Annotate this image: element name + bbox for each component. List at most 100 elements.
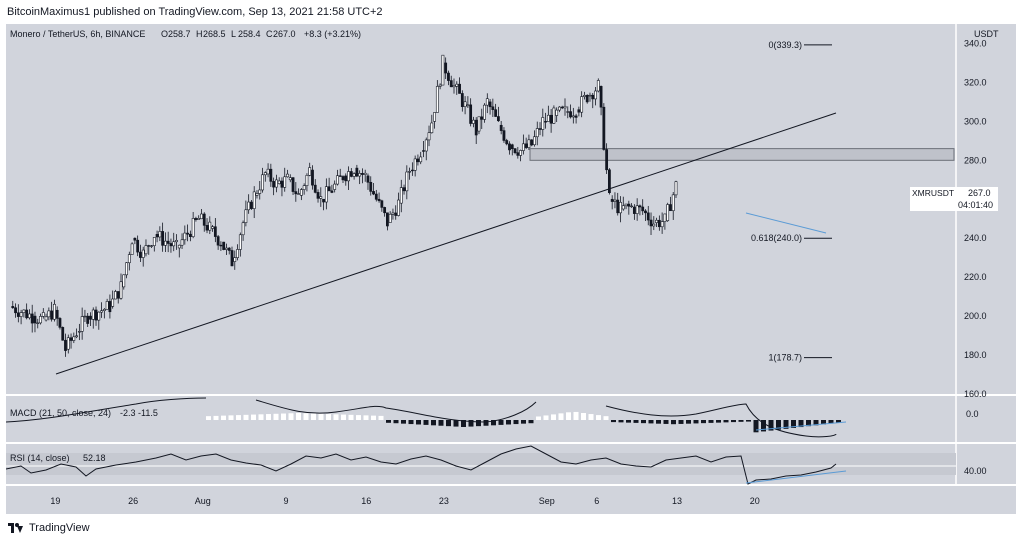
candle-body bbox=[399, 187, 403, 204]
candle-body bbox=[194, 218, 198, 220]
candle-body bbox=[127, 254, 131, 264]
candle-body bbox=[255, 193, 259, 196]
candle-body bbox=[11, 306, 15, 309]
macd-histogram-bar bbox=[318, 413, 324, 420]
macd-histogram-bar bbox=[348, 414, 354, 420]
candle-body bbox=[527, 139, 531, 148]
price-chart[interactable]: Monero / TetherUS, 6h, BINANCE O 258.7 H… bbox=[5, 24, 1016, 514]
candle-body bbox=[22, 309, 26, 313]
candle-body bbox=[36, 322, 40, 324]
macd-histogram-bar bbox=[461, 420, 466, 427]
candle-body bbox=[344, 175, 348, 182]
candle-body bbox=[519, 150, 523, 156]
candle-body bbox=[549, 114, 553, 124]
macd-histogram-bar bbox=[731, 420, 736, 423]
candle-body bbox=[635, 205, 639, 214]
macd-histogram-bar bbox=[663, 420, 669, 424]
macd-histogram-bar bbox=[821, 420, 826, 425]
rsi-band bbox=[6, 453, 956, 475]
axis-unit-label: USDT bbox=[974, 29, 999, 39]
x-tick-label: 26 bbox=[128, 496, 138, 506]
candle-body bbox=[297, 193, 301, 195]
macd-histogram-bar bbox=[656, 420, 661, 424]
macd-histogram-bar bbox=[431, 420, 436, 426]
candle-body bbox=[508, 143, 511, 151]
fib-level-label: 0(339.3) bbox=[768, 40, 802, 50]
price-label: XMRUSDT 267.0 04:01:40 bbox=[910, 187, 998, 211]
macd-histogram-bar bbox=[311, 413, 316, 420]
candle-body bbox=[105, 301, 109, 310]
candle-body bbox=[55, 309, 59, 319]
candle-body bbox=[577, 109, 581, 113]
macd-histogram-bar bbox=[521, 420, 526, 424]
legend-c-value: 267.0 bbox=[273, 29, 296, 39]
candle-body bbox=[544, 121, 547, 123]
candle-body bbox=[574, 115, 578, 118]
fib-level-label: 1(178.7) bbox=[768, 353, 802, 363]
candle-body bbox=[141, 249, 145, 258]
macd-histogram-bar bbox=[536, 416, 541, 420]
x-tick-label: 19 bbox=[50, 496, 60, 506]
macd-histogram-bar bbox=[288, 413, 294, 420]
candle-body bbox=[524, 143, 528, 148]
candle-body bbox=[41, 312, 45, 317]
candle-body bbox=[277, 180, 281, 184]
macd-histogram bbox=[206, 411, 841, 433]
chart-frame[interactable]: Monero / TetherUS, 6h, BINANCE O 258.7 H… bbox=[5, 24, 1016, 514]
macd-histogram-bar bbox=[393, 420, 399, 424]
x-tick-label: 13 bbox=[672, 496, 682, 506]
macd-histogram-bar bbox=[791, 420, 796, 428]
macd-histogram-bar bbox=[228, 415, 234, 420]
y-tick-label: 340.0 bbox=[964, 38, 987, 48]
candle-body bbox=[422, 150, 425, 152]
candle-body bbox=[222, 241, 226, 250]
macd-histogram-bar bbox=[671, 420, 676, 425]
publish-line: BitcoinMaximus1 published on TradingView… bbox=[7, 6, 383, 18]
candle-body bbox=[496, 116, 500, 122]
candle-body bbox=[488, 101, 492, 108]
candle-body bbox=[108, 301, 112, 313]
macd-histogram-bar bbox=[401, 420, 406, 424]
candle-body bbox=[380, 200, 384, 208]
candle-body bbox=[505, 140, 509, 145]
candle-body bbox=[569, 111, 572, 118]
candle-body bbox=[236, 249, 239, 258]
candle-body bbox=[280, 180, 284, 188]
candle-body bbox=[75, 335, 79, 338]
candle-body bbox=[671, 194, 675, 212]
candle-body bbox=[366, 175, 370, 183]
candle-body bbox=[180, 239, 184, 246]
macd-histogram-bar bbox=[573, 411, 579, 420]
candle-body bbox=[238, 234, 242, 250]
macd-histogram-bar bbox=[491, 420, 496, 426]
candle-body bbox=[530, 139, 534, 146]
candle-body bbox=[580, 96, 584, 113]
candle-body bbox=[89, 315, 92, 320]
candle-body bbox=[485, 98, 489, 106]
macd-histogram-bar bbox=[596, 415, 601, 420]
candle-body bbox=[261, 174, 264, 191]
candle-body bbox=[599, 86, 603, 108]
macd-histogram-bar bbox=[506, 420, 511, 425]
candle-body bbox=[474, 119, 478, 136]
candle-body bbox=[655, 219, 658, 223]
candle-body bbox=[269, 168, 273, 182]
macd-histogram-bar bbox=[836, 420, 841, 423]
candle-body bbox=[533, 136, 536, 146]
candle-body bbox=[100, 310, 103, 313]
fib-levels: 0(339.3) 0.618(240.0) 1(178.7) bbox=[751, 40, 832, 363]
candle-body bbox=[463, 101, 467, 107]
candle-body bbox=[213, 226, 217, 237]
macd-histogram-bar bbox=[776, 420, 781, 430]
candle-body bbox=[413, 158, 417, 171]
candle-body bbox=[164, 240, 167, 246]
macd-histogram-bar bbox=[543, 415, 549, 420]
candle-body bbox=[416, 158, 420, 163]
macd-tick: 0.0 bbox=[966, 409, 979, 419]
candle-body bbox=[513, 148, 517, 153]
candle-body bbox=[405, 171, 409, 192]
candle-body bbox=[652, 223, 656, 227]
macd-histogram-bar bbox=[693, 420, 699, 424]
candle-body bbox=[183, 232, 187, 241]
macd-histogram-bar bbox=[618, 420, 624, 423]
